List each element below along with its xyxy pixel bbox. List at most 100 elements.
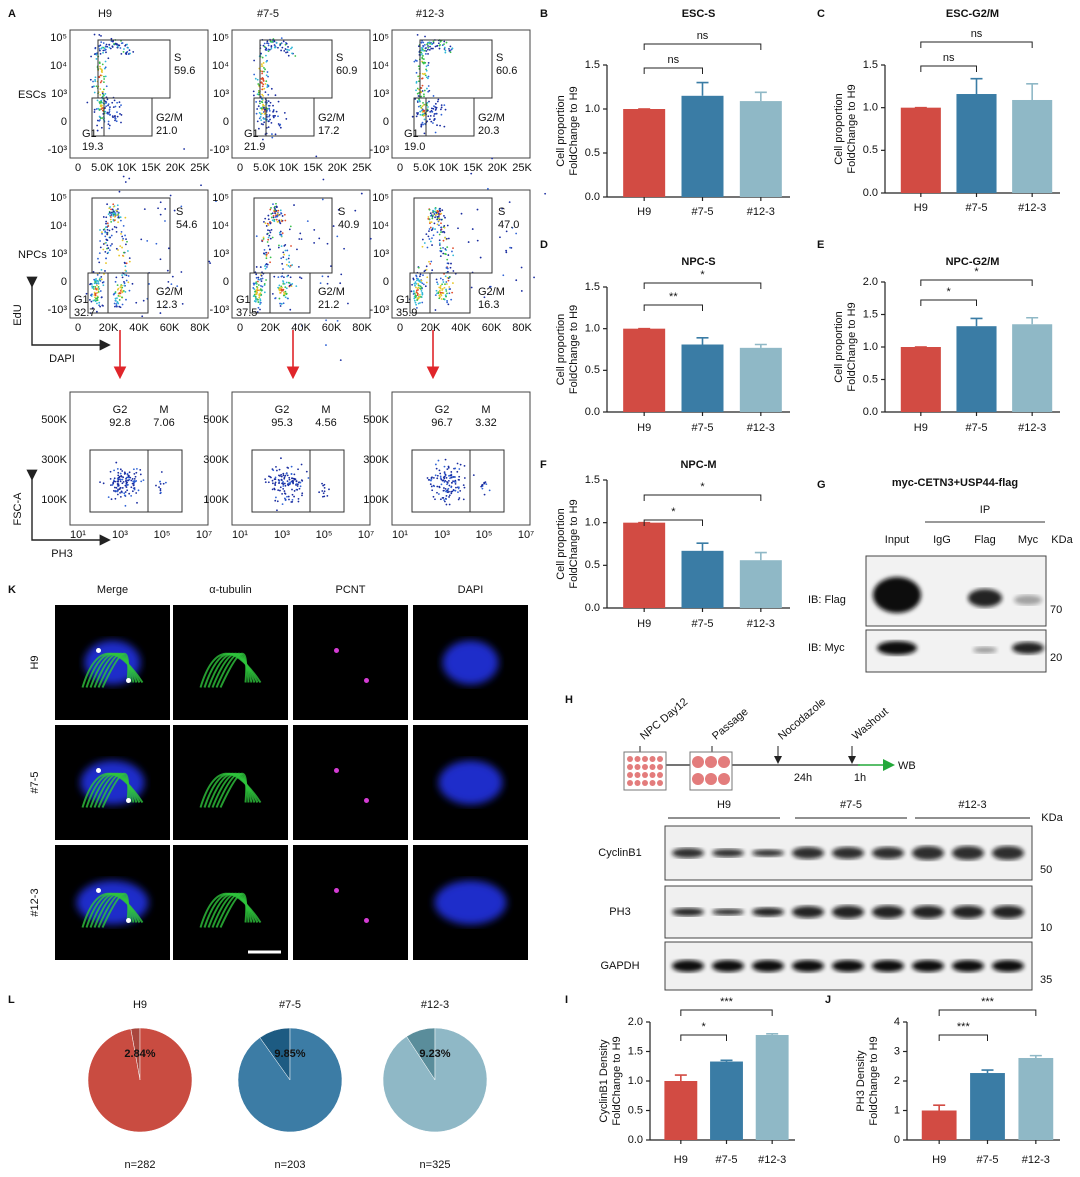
cell-dot <box>267 224 270 226</box>
cell-dot <box>452 489 455 491</box>
cell-dot <box>431 43 433 46</box>
cell-dot <box>422 283 425 286</box>
plate-well <box>634 764 641 770</box>
y-tick-label: 0.5 <box>585 147 600 159</box>
cell-dot <box>117 484 120 487</box>
cell-dot <box>432 214 434 217</box>
cell-dot <box>283 490 286 492</box>
cell-dot <box>108 229 111 232</box>
cell-dot <box>315 155 318 158</box>
cell-dot <box>448 292 451 295</box>
cell-dot <box>91 293 93 296</box>
cell-dot <box>110 498 113 501</box>
cell-dot <box>283 482 286 485</box>
cell-dot <box>441 496 444 499</box>
cell-dot <box>109 106 111 109</box>
cell-dot <box>422 104 425 106</box>
cell-dot <box>113 469 115 472</box>
cell-dot <box>411 115 414 118</box>
cell-dot <box>425 65 428 68</box>
cell-dot <box>297 265 300 268</box>
gate-name: G1 <box>396 294 411 306</box>
cell-dot <box>457 478 460 481</box>
gate-value: 21.9 <box>244 141 265 153</box>
cell-dot <box>281 232 284 235</box>
cell-dot <box>107 496 110 499</box>
cell-dot <box>425 76 428 79</box>
cell-dot <box>104 107 107 109</box>
cell-dot <box>115 461 118 464</box>
cell-dot <box>136 501 138 504</box>
cell-dot <box>261 65 264 68</box>
cell-dot <box>445 503 448 506</box>
flow-x-tick: 10K <box>117 162 137 174</box>
cell-dot <box>434 131 437 134</box>
bar <box>739 101 782 197</box>
cell-dot <box>417 105 420 108</box>
cell-dot <box>297 497 300 500</box>
cell-dot <box>266 114 268 116</box>
cell-dot <box>544 192 547 195</box>
flow-x-tick: 60K <box>482 322 502 334</box>
cell-dot <box>271 133 273 135</box>
plate-well <box>692 773 704 785</box>
cell-dot <box>318 237 321 240</box>
cell-dot <box>436 213 439 216</box>
cell-dot <box>259 308 261 311</box>
cell-dot <box>436 223 439 226</box>
cell-dot <box>421 238 424 241</box>
cell-dot <box>444 479 447 482</box>
cell-dot <box>102 51 104 54</box>
cell-dot <box>443 46 446 49</box>
cell-dot <box>447 254 450 256</box>
cell-dot <box>121 286 124 289</box>
cell-dot <box>269 40 272 43</box>
cell-dot <box>321 275 324 278</box>
cell-dot <box>267 44 270 47</box>
cell-dot <box>439 472 442 475</box>
cell-dot <box>427 115 430 118</box>
significance-label: ns <box>943 52 955 64</box>
cell-dot <box>264 222 267 224</box>
cell-dot <box>167 247 170 250</box>
cell-dot <box>266 42 268 45</box>
cell-dot <box>443 43 445 46</box>
cell-dot <box>104 66 107 69</box>
cell-dot <box>270 121 273 124</box>
cell-dot <box>445 490 447 493</box>
cell-dot <box>432 476 435 479</box>
cell-dot <box>116 490 119 493</box>
cell-dot <box>267 42 270 45</box>
cell-dot <box>265 47 268 50</box>
x-tick-label: H9 <box>674 1154 688 1166</box>
blot-title: myc-CETN3+USP44-flag <box>892 477 1018 489</box>
cell-dot <box>121 276 124 279</box>
gate-value: 96.7 <box>431 417 452 429</box>
cell-dot <box>325 319 327 322</box>
flow-y-tick: 300K <box>41 454 67 466</box>
cell-dot <box>489 285 491 288</box>
cell-dot <box>488 489 491 492</box>
cell-dot <box>291 283 294 285</box>
cell-dot <box>285 472 288 475</box>
cell-dot <box>100 278 103 281</box>
gate-value: 54.6 <box>176 219 197 231</box>
tubulin-signal <box>101 772 130 808</box>
cell-dot <box>446 489 449 492</box>
unit-label: KDa <box>1041 812 1063 824</box>
cell-dot <box>93 108 96 111</box>
cell-dot <box>421 77 424 80</box>
cell-dot <box>424 285 427 288</box>
cell-dot <box>278 481 281 484</box>
cell-dot <box>426 109 429 112</box>
cell-dot <box>306 220 309 222</box>
cell-dot <box>260 123 263 125</box>
micrograph <box>413 845 528 960</box>
cell-dot <box>427 90 430 93</box>
cell-dot <box>288 254 291 257</box>
cell-dot <box>118 488 121 491</box>
row-header: NPCs <box>18 249 47 261</box>
cell-dot <box>122 175 125 178</box>
cell-dot <box>440 298 443 300</box>
cell-dot <box>263 108 266 111</box>
